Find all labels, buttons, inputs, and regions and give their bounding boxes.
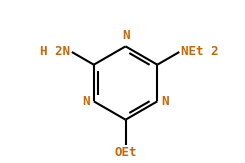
Text: NEt 2: NEt 2: [181, 45, 218, 58]
Text: OEt: OEt: [114, 147, 137, 159]
Text: N: N: [161, 95, 169, 108]
Text: H 2N: H 2N: [40, 45, 70, 58]
Text: N: N: [122, 29, 129, 42]
Text: N: N: [82, 95, 90, 108]
